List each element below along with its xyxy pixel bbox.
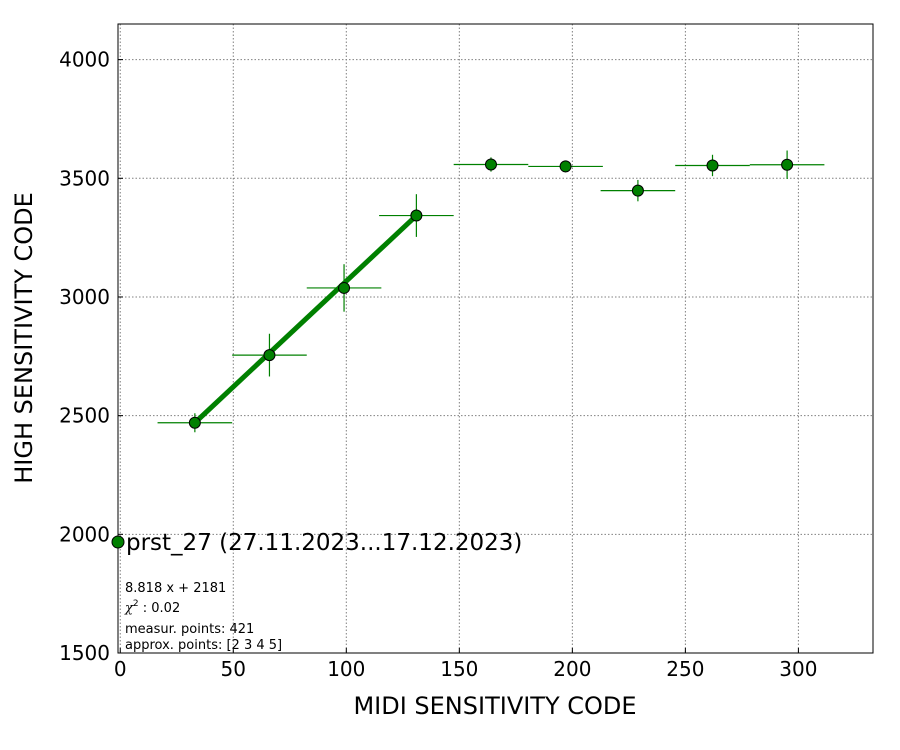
legend: prst_27 (27.11.2023...17.12.2023): [111, 530, 522, 556]
y-tick-label: 1500: [59, 641, 110, 665]
legend-label: prst_27 (27.11.2023...17.12.2023): [126, 530, 522, 556]
data-point: [706, 159, 719, 172]
chi-square-note: χ2 : 0.02: [124, 599, 180, 616]
data-point: [781, 158, 794, 171]
y-tick-label: 4000: [59, 48, 110, 72]
grid: [118, 24, 873, 654]
x-tick-label: 150: [440, 657, 478, 681]
fit-annotations: 8.818 x + 2181 χ2 : 0.02 measur. points:…: [124, 581, 282, 653]
y-tick-label: 2000: [59, 522, 110, 546]
x-tick-label: 50: [221, 657, 246, 681]
data-markers: [188, 158, 794, 429]
data-point: [559, 160, 572, 173]
x-tick-label: 250: [666, 657, 704, 681]
tick-labels: 0 50 100 150 200 250 300 1500 2000 2500 3000 3500 40…: [59, 48, 817, 681]
data-point: [631, 184, 644, 197]
data-point: [484, 158, 497, 171]
data-point: [338, 281, 351, 294]
y-tick-label: 3500: [59, 166, 110, 190]
x-tick-label: 300: [779, 657, 817, 681]
x-tick-label: 200: [553, 657, 591, 681]
y-tick-label: 3000: [59, 285, 110, 309]
fit-line: [193, 213, 419, 425]
x-tick-label: 0: [114, 657, 127, 681]
data-point: [188, 416, 201, 429]
fit-line-group: [193, 213, 419, 425]
y-tick-label: 2500: [59, 404, 110, 428]
measured-points-note: measur. points: 421: [125, 622, 254, 637]
fit-equation: 8.818 x + 2181: [125, 581, 226, 596]
error-bars: [157, 150, 825, 433]
legend-marker: [111, 535, 125, 549]
plot-frame: [117, 23, 874, 654]
x-axis-label: MIDI SENSITIVITY CODE: [353, 692, 636, 720]
approx-points-note: approx. points: [2 3 4 5]: [125, 638, 282, 653]
data-point: [263, 349, 276, 362]
x-tick-label: 100: [327, 657, 365, 681]
y-axis-label: HIGH SENSITIVITY CODE: [10, 192, 38, 484]
data-point: [410, 209, 423, 222]
ticks: [118, 59, 799, 654]
